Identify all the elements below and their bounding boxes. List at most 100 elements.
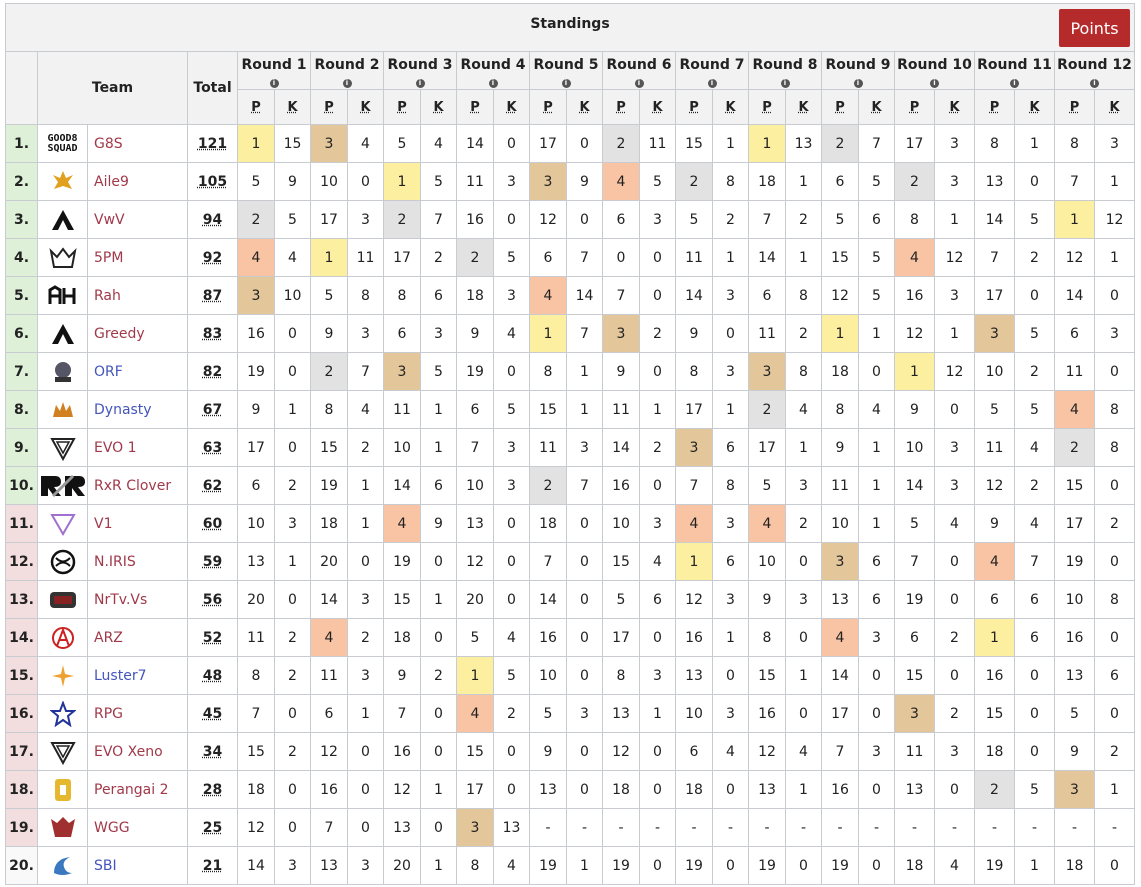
team-link[interactable]: NrTv.Vs [87,580,188,619]
team-link[interactable]: Luster7 [87,656,188,695]
info-icon[interactable]: i [930,78,939,88]
kills-header[interactable]: K [274,89,311,125]
placement-cell: 4 [383,504,421,543]
team-link[interactable]: Greedy [87,314,188,353]
kills-cell: 8 [785,276,822,315]
placement-cell: 5 [675,200,713,239]
placement-cell: 17 [529,124,567,163]
kills-cell: 0 [420,732,457,771]
team-header[interactable]: Team [37,51,188,125]
kills-cell: 0 [566,504,603,543]
placement-cell: 16 [383,732,421,771]
kills-header[interactable]: K [347,89,384,125]
info-icon[interactable]: i [634,78,644,88]
kills-header[interactable]: K [934,89,975,125]
kills-cell: 5 [274,200,311,239]
placement-header[interactable]: P [456,89,494,125]
kills-cell: 3 [934,124,975,163]
info-icon[interactable]: i [342,78,352,88]
placement-header[interactable]: P [529,89,567,125]
kills-cell: 7 [347,352,384,391]
team-link[interactable]: VwV [87,200,188,239]
placement-header[interactable]: P [1054,89,1095,125]
placement-cell: 2 [675,162,713,201]
placement-cell: 18 [821,352,859,391]
kills-cell: 2 [639,314,676,353]
total-header[interactable]: Total [187,51,238,125]
placement-header[interactable]: P [602,89,640,125]
kills-header[interactable]: K [712,89,749,125]
placement-cell: 19 [974,846,1015,885]
total-points: 87 [187,276,238,315]
team-link[interactable]: 5PM [87,238,188,277]
kills-header[interactable]: K [785,89,822,125]
placement-cell: 7 [383,694,421,733]
kills-header[interactable]: K [858,89,895,125]
placement-header[interactable]: P [237,89,275,125]
kills-cell: 0 [712,656,749,695]
info-icon[interactable]: i [1010,78,1019,88]
table-row: 9. EVO 1 63 17 0 15 2 10 1 7 3 11 3 14 2 3 6 17 1 9 1 10 3 11 4 2… [5,428,1135,467]
table-row: 19. WGG 25 12 0 7 0 13 0 3 13- - - - - - - - - - - - - - - - [5,808,1135,847]
kills-header[interactable]: K [420,89,457,125]
placement-cell: 12 [529,200,567,239]
info-icon[interactable]: i [561,78,571,88]
placement-cell: 1 [383,162,421,201]
kills-cell: 0 [1094,694,1135,733]
placement-header[interactable]: P [675,89,713,125]
points-button[interactable]: Points [1059,9,1130,47]
kills-cell: 4 [1014,428,1055,467]
placement-cell: 16 [894,276,935,315]
kills-cell: 0 [639,846,676,885]
info-icon[interactable]: i [853,78,863,88]
placement-header[interactable]: P [974,89,1015,125]
kills-cell: 0 [1014,656,1055,695]
team-link[interactable]: Rah [87,276,188,315]
placement-cell: 1 [1054,200,1095,239]
info-icon[interactable]: i [707,78,717,88]
placement-header[interactable]: P [383,89,421,125]
standings-container: Standings Points Team Total Round 1 i Round 2 i… [5,3,1135,885]
info-icon[interactable]: i [1090,78,1099,88]
team-link[interactable]: SBI [87,846,188,885]
team-link[interactable]: WGG [87,808,188,847]
placement-cell: 5 [383,124,421,163]
kills-cell: 0 [858,846,895,885]
placement-header[interactable]: P [821,89,859,125]
kills-header[interactable]: K [639,89,676,125]
info-icon[interactable]: i [415,78,425,88]
placement-cell: 17 [894,124,935,163]
team-link[interactable]: Dynasty [87,390,188,429]
team-link[interactable]: RxR Clover [87,466,188,505]
kills-cell: 0 [934,390,975,429]
placement-cell: 4 [310,618,348,657]
placement-cell: 4 [894,238,935,277]
team-link[interactable]: ORF [87,352,188,391]
placement-header[interactable]: P [748,89,786,125]
team-link[interactable]: EVO 1 [87,428,188,467]
kills-cell: 0 [858,694,895,733]
info-icon[interactable]: i [780,78,790,88]
kills-header[interactable]: K [566,89,603,125]
team-link[interactable]: Perangai 2 [87,770,188,809]
team-link[interactable]: N.IRIS [87,542,188,581]
kills-header[interactable]: K [1014,89,1055,125]
kills-header[interactable]: K [493,89,530,125]
placement-header[interactable]: P [894,89,935,125]
team-link[interactable]: G8S [87,124,188,163]
team-link[interactable]: Aile9 [87,162,188,201]
kills-cell: 1 [347,694,384,733]
info-icon[interactable]: i [269,78,279,88]
team-link[interactable]: RPG [87,694,188,733]
placement-cell: 8 [383,276,421,315]
placement-cell: 15 [602,542,640,581]
placement-header[interactable]: P [310,89,348,125]
team-link[interactable]: EVO Xeno [87,732,188,771]
placement-cell: 12 [456,542,494,581]
kills-header[interactable]: K [1094,89,1135,125]
placement-cell: 15 [456,732,494,771]
team-link[interactable]: ARZ [87,618,188,657]
kills-cell: 2 [274,732,311,771]
info-icon[interactable]: i [488,78,498,88]
team-link[interactable]: V1 [87,504,188,543]
